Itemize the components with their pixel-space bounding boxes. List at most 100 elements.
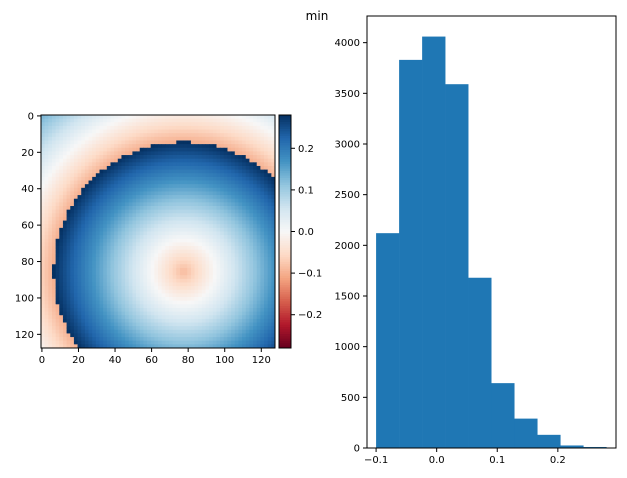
colorbar-segment bbox=[279, 240, 291, 244]
heatmap-cell bbox=[209, 158, 214, 163]
heatmap-cell bbox=[212, 173, 217, 178]
heatmap-cell bbox=[150, 202, 155, 207]
heatmap-cell bbox=[242, 144, 247, 149]
heatmap-cell bbox=[147, 344, 152, 349]
heatmap-cell bbox=[147, 169, 152, 174]
colorbar-segment bbox=[279, 203, 291, 207]
heatmap-cell bbox=[176, 286, 181, 291]
heatmap-cell bbox=[231, 180, 236, 185]
colorbar-segment bbox=[279, 175, 291, 179]
heatmap-cell bbox=[209, 340, 214, 345]
heatmap-cell bbox=[132, 286, 137, 291]
heatmap-cell bbox=[143, 158, 148, 163]
heatmap-cell bbox=[81, 293, 86, 298]
heatmap-cell bbox=[125, 227, 130, 232]
heatmap-cell bbox=[161, 147, 166, 152]
heatmap-cell bbox=[55, 206, 60, 211]
heatmap-cell bbox=[260, 282, 265, 287]
heatmap-cell bbox=[41, 169, 46, 174]
heatmap-cell bbox=[132, 246, 137, 251]
heatmap-cell bbox=[117, 187, 122, 192]
heatmap-cell bbox=[92, 169, 97, 174]
heatmap-cell bbox=[84, 158, 89, 163]
heatmap-cell bbox=[92, 184, 97, 189]
heatmap-cell bbox=[183, 289, 188, 294]
heatmap-cell bbox=[125, 249, 130, 254]
heatmap-cell bbox=[70, 333, 75, 338]
heatmap-cell bbox=[168, 216, 174, 221]
heatmap-cell bbox=[128, 198, 133, 203]
heatmap-cell bbox=[216, 158, 221, 163]
heatmap-cell bbox=[139, 253, 144, 258]
heatmap-cell bbox=[66, 246, 71, 251]
heatmap-cell bbox=[51, 202, 57, 207]
heatmap-cell bbox=[245, 249, 250, 254]
heatmap-cell bbox=[73, 115, 78, 120]
heatmap-cell bbox=[190, 253, 195, 258]
heatmap-cell bbox=[128, 162, 133, 167]
heatmap-cell bbox=[62, 293, 67, 298]
heatmap-cell bbox=[158, 238, 163, 243]
heatmap-cell bbox=[194, 235, 199, 240]
heatmap-cell bbox=[245, 198, 250, 203]
heatmap-cell bbox=[147, 256, 152, 262]
heatmap-cell bbox=[158, 206, 163, 211]
colorbar-segment bbox=[279, 245, 291, 249]
heatmap-cell bbox=[44, 133, 49, 138]
heatmap-cell bbox=[176, 231, 181, 236]
heatmap-cell bbox=[187, 329, 192, 334]
colorbar-segment bbox=[279, 163, 291, 167]
heatmap-cell bbox=[59, 337, 64, 342]
heatmap-cell bbox=[209, 267, 214, 272]
heatmap-cell bbox=[70, 147, 75, 152]
heatmap-cell bbox=[110, 122, 115, 127]
heatmap-cell bbox=[154, 300, 159, 305]
heatmap-cell bbox=[59, 271, 64, 276]
heatmap-cell bbox=[106, 340, 111, 345]
heatmap-cell bbox=[198, 238, 203, 243]
heatmap-cell bbox=[158, 213, 163, 218]
heatmap-cell bbox=[271, 144, 276, 149]
heatmap-cell bbox=[212, 318, 217, 323]
heatmap-cell bbox=[267, 206, 272, 211]
heatmap-cell bbox=[183, 195, 188, 200]
heatmap-cell bbox=[106, 227, 111, 232]
heatmap-cell bbox=[154, 118, 159, 123]
heatmap-cell bbox=[158, 275, 163, 280]
heatmap-cell bbox=[220, 147, 225, 152]
heatmap-cell bbox=[223, 315, 228, 320]
heatmap-cell bbox=[212, 297, 217, 302]
heatmap-cell bbox=[267, 249, 272, 254]
heatmap-cell bbox=[176, 253, 181, 258]
heatmap-cell bbox=[267, 235, 272, 240]
heatmap-cell bbox=[158, 187, 163, 192]
heatmap-cell bbox=[158, 147, 163, 152]
heatmap-cell bbox=[128, 144, 133, 149]
heatmap-cell bbox=[271, 187, 276, 192]
heatmap-cell bbox=[73, 122, 78, 127]
heatmap-cell bbox=[106, 337, 111, 342]
heatmap-cell bbox=[110, 278, 115, 283]
heatmap-cell bbox=[172, 213, 177, 218]
heatmap-cell bbox=[165, 246, 170, 251]
colorbar-segment bbox=[279, 345, 291, 349]
heatmap-cell bbox=[256, 165, 261, 171]
heatmap-cell bbox=[59, 242, 64, 247]
heatmap-cell bbox=[238, 209, 243, 214]
heatmap-cell bbox=[187, 129, 192, 134]
heatmap-cell bbox=[179, 300, 184, 305]
heatmap-cell bbox=[161, 256, 166, 262]
heatmap-cell bbox=[253, 118, 258, 123]
heatmap-cell bbox=[154, 326, 159, 331]
heatmap-cell bbox=[231, 300, 236, 305]
heatmap-cell bbox=[117, 202, 122, 207]
heatmap-cell bbox=[121, 187, 126, 192]
heatmap-cell bbox=[165, 315, 170, 320]
heatmap-cell bbox=[150, 125, 155, 130]
heatmap-cell bbox=[147, 307, 152, 312]
heatmap-cell bbox=[106, 297, 111, 302]
heatmap-cell bbox=[77, 151, 82, 156]
heatmap-cell bbox=[267, 286, 272, 291]
heatmap-cell bbox=[158, 322, 163, 327]
colorbar-segment bbox=[279, 182, 291, 186]
